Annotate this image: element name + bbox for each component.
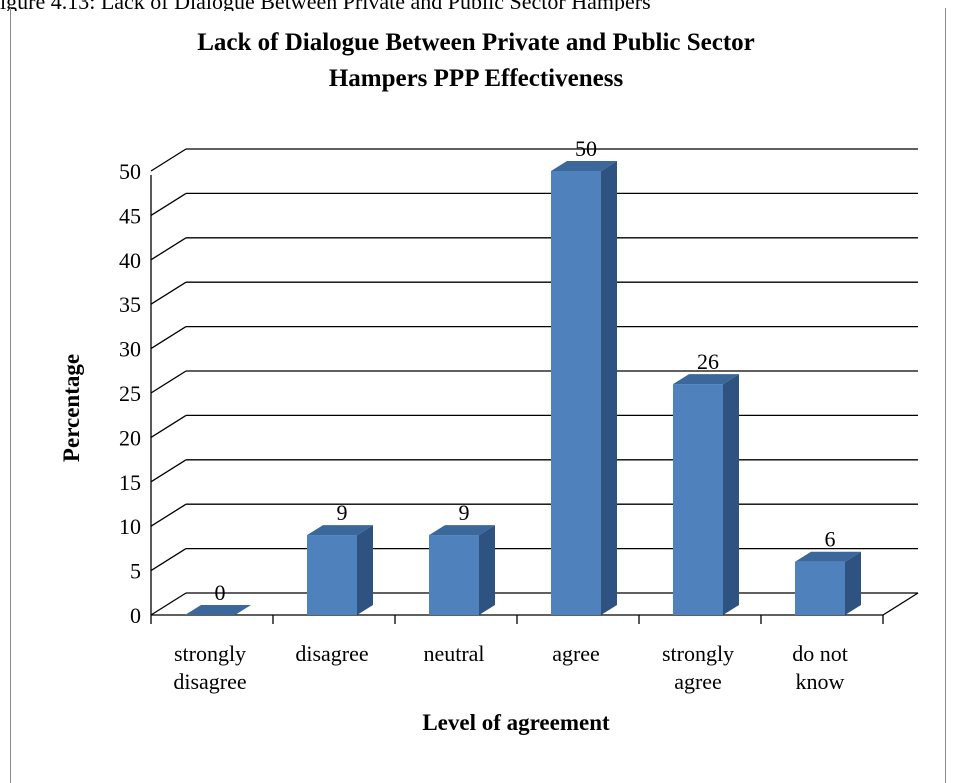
gridlines [150,148,918,616]
y-tick-label: 25 [119,381,141,406]
data-label: 50 [575,136,597,161]
bar-side [357,525,373,615]
y-tick-label: 50 [119,159,141,184]
y-tick-label: 45 [119,203,141,228]
bar-top [185,605,251,615]
bar [795,561,845,615]
bar-side [601,161,617,615]
bar-top [673,374,739,385]
y-tick-label: 0 [130,603,141,628]
grid-diagonal [150,148,187,172]
y-tick-label: 15 [119,470,141,495]
x-tick-label: strongly [174,641,246,666]
bar-chart: Lack of Dialogue Between Private and Pub… [59,29,919,735]
y-tick-label: 5 [130,559,141,584]
y-axis-label: Percentage [59,354,84,462]
x-tick-label: neutral [423,641,484,666]
x-axis-label: Level of agreement [422,710,610,735]
grid-diagonal [150,281,187,305]
data-label: 9 [337,500,348,525]
bar-top [429,525,495,536]
x-tick-label: agree [552,641,600,666]
chart-frame: Lack of Dialogue Between Private and Pub… [10,8,946,783]
data-label: 9 [459,500,470,525]
x-tick-label: disagree [295,641,368,666]
x-tick-label: strongly [662,641,734,666]
y-tick-label: 40 [119,248,141,273]
bars [185,161,861,615]
x-tick-label: disagree [173,669,246,694]
data-label: 6 [825,527,836,552]
bar-top [795,551,861,562]
figure-caption: igure 4.13: Lack of Dialogue Between Pri… [0,0,958,11]
axes: 0 5 10 15 20 25 30 35 40 45 50 [119,159,919,628]
bar-side [845,551,861,615]
data-labels: 0 9 9 50 26 6 [215,136,836,605]
y-tick-label: 20 [119,425,141,450]
grid-diagonal [150,414,187,438]
grid-diagonal [150,592,187,616]
bar-side [723,374,739,615]
x-tick-label: agree [674,669,722,694]
x-tick-labels: strongly disagree disagree neutral agree stro… [173,641,847,694]
x-tick-label: know [796,669,845,694]
grid-diagonal [150,370,187,394]
bar-top [307,525,373,536]
y-tick-label: 10 [119,514,141,539]
bar [429,535,479,615]
grid-diagonal [150,459,187,483]
chart-title-line1: Lack of Dialogue Between Private and Pub… [197,29,755,56]
bar [673,384,723,615]
data-label: 26 [697,349,719,374]
grid-diagonal [150,237,187,261]
y-tick-label: 35 [119,292,141,317]
bar [307,535,357,615]
bar-side [479,525,495,615]
bar-top [551,161,617,171]
bar [551,171,601,615]
floor-edge [882,592,919,616]
x-tick-label: do not [792,641,848,666]
data-label: 0 [215,580,226,605]
chart-title-line2: Hampers PPP Effectiveness [329,65,624,92]
grid-diagonal [150,503,187,527]
grid-diagonal [150,192,187,216]
grid-diagonal [150,326,187,350]
y-tick-label: 30 [119,337,141,362]
grid-diagonal [150,548,187,572]
